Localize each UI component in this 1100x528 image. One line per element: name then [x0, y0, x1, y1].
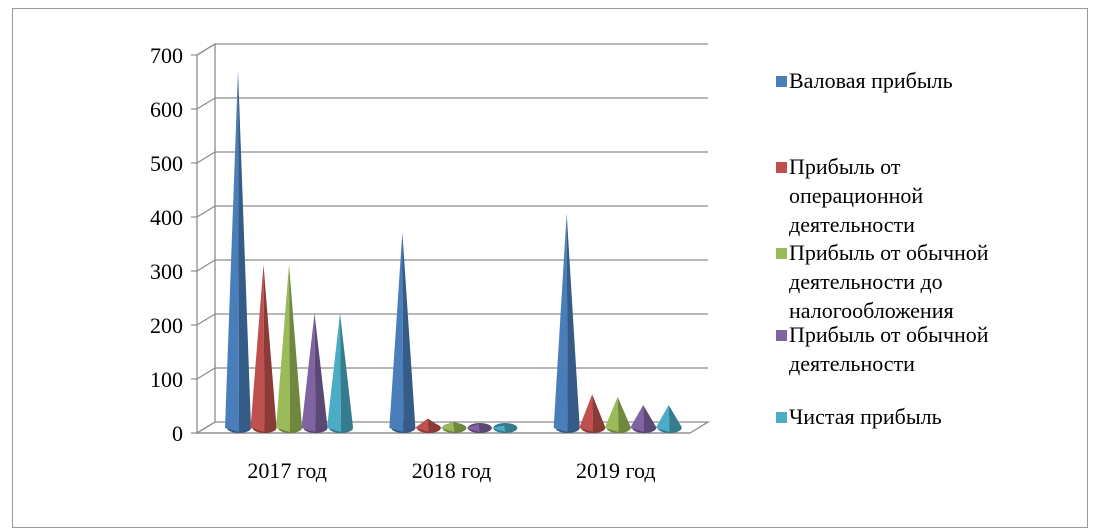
cone-face-side	[289, 264, 302, 432]
gridline	[196, 205, 708, 218]
cone-face-side	[427, 418, 441, 432]
gridline	[196, 367, 708, 380]
legend-swatch	[776, 412, 787, 423]
cone-face-front	[276, 264, 290, 432]
legend-label: Прибыль от обычной деятельности до налог…	[789, 240, 989, 323]
gridline	[196, 259, 708, 272]
cone-mark	[327, 313, 353, 433]
cone-mark	[389, 232, 416, 433]
cone-mark	[579, 394, 606, 433]
cone-face-front	[579, 394, 594, 432]
cone-face-side	[592, 394, 606, 432]
cone-face-front	[604, 396, 619, 432]
cone-face-side	[314, 313, 328, 432]
cone-face-front	[630, 405, 645, 432]
gridline	[196, 313, 708, 326]
cone-face-side	[340, 313, 353, 432]
cone-face-front	[491, 425, 506, 432]
cone-face-side	[402, 232, 416, 432]
legend-swatch	[776, 248, 787, 259]
y-tick-label: 200	[150, 313, 183, 338]
cone-mark	[301, 313, 328, 433]
cone-face-side	[238, 70, 251, 432]
y-tick-label: 500	[150, 151, 183, 176]
y-tick-label: 600	[150, 97, 183, 122]
y-tick-label: 300	[150, 259, 183, 284]
legend-label: Чистая прибыль	[789, 404, 942, 429]
legend-label: Прибыль от операционной деятельности	[789, 154, 924, 237]
cone-face-side	[566, 213, 580, 432]
cone-face-side	[504, 425, 518, 432]
y-tick-label: 0	[172, 421, 183, 446]
y-tick-label: 400	[150, 205, 183, 230]
cone-mark	[491, 423, 518, 433]
cone-face-side	[478, 423, 492, 432]
cone-face-front	[465, 423, 480, 432]
cone-mark	[655, 405, 682, 433]
cone-face-front	[655, 405, 670, 432]
cone-face-front	[327, 313, 341, 432]
cone-face-front	[225, 70, 239, 432]
gridline	[196, 151, 708, 164]
gridline	[196, 97, 708, 110]
cone-face-side	[668, 405, 682, 432]
legend-label: Прибыль от обычной деятельности	[789, 322, 989, 376]
side-wall	[196, 42, 216, 435]
cone-face-side	[643, 405, 657, 432]
gridline	[196, 43, 708, 56]
cone-face-front	[414, 418, 429, 432]
cone-mark	[553, 213, 580, 433]
chart-legend: Валовая прибыль Прибыль от операционной д…	[776, 0, 1096, 513]
cone-mark	[465, 423, 492, 433]
y-tick-label: 100	[150, 367, 183, 392]
cone-face-front	[553, 213, 568, 432]
cone-mark	[225, 70, 251, 433]
chart-plot: 0 100 200 300 400 500 600 700 2017 год 2018 год 20…	[150, 42, 711, 483]
x-category-label: 2017 год	[247, 458, 327, 483]
y-tick-label: 700	[150, 43, 183, 68]
cone-mark	[440, 421, 467, 433]
x-category-label: 2018 год	[412, 458, 492, 483]
cone-mark	[250, 264, 277, 433]
legend-label: Валовая прибыль	[789, 68, 953, 93]
cone-face-side	[263, 264, 277, 432]
cone-mark	[604, 396, 631, 433]
cone-mark	[630, 405, 657, 433]
cone-mark	[414, 418, 441, 433]
cone-face-front	[301, 313, 316, 432]
cone-face-side	[617, 396, 631, 432]
cone-face-front	[250, 264, 265, 432]
x-category-label: 2019 год	[576, 458, 656, 483]
legend-swatch	[776, 162, 787, 173]
legend-swatch	[776, 76, 787, 87]
cone-face-front	[440, 421, 455, 432]
cone-face-front	[389, 232, 404, 432]
legend-swatch	[776, 330, 787, 341]
cone-face-side	[453, 421, 467, 432]
cone-mark	[276, 264, 302, 433]
